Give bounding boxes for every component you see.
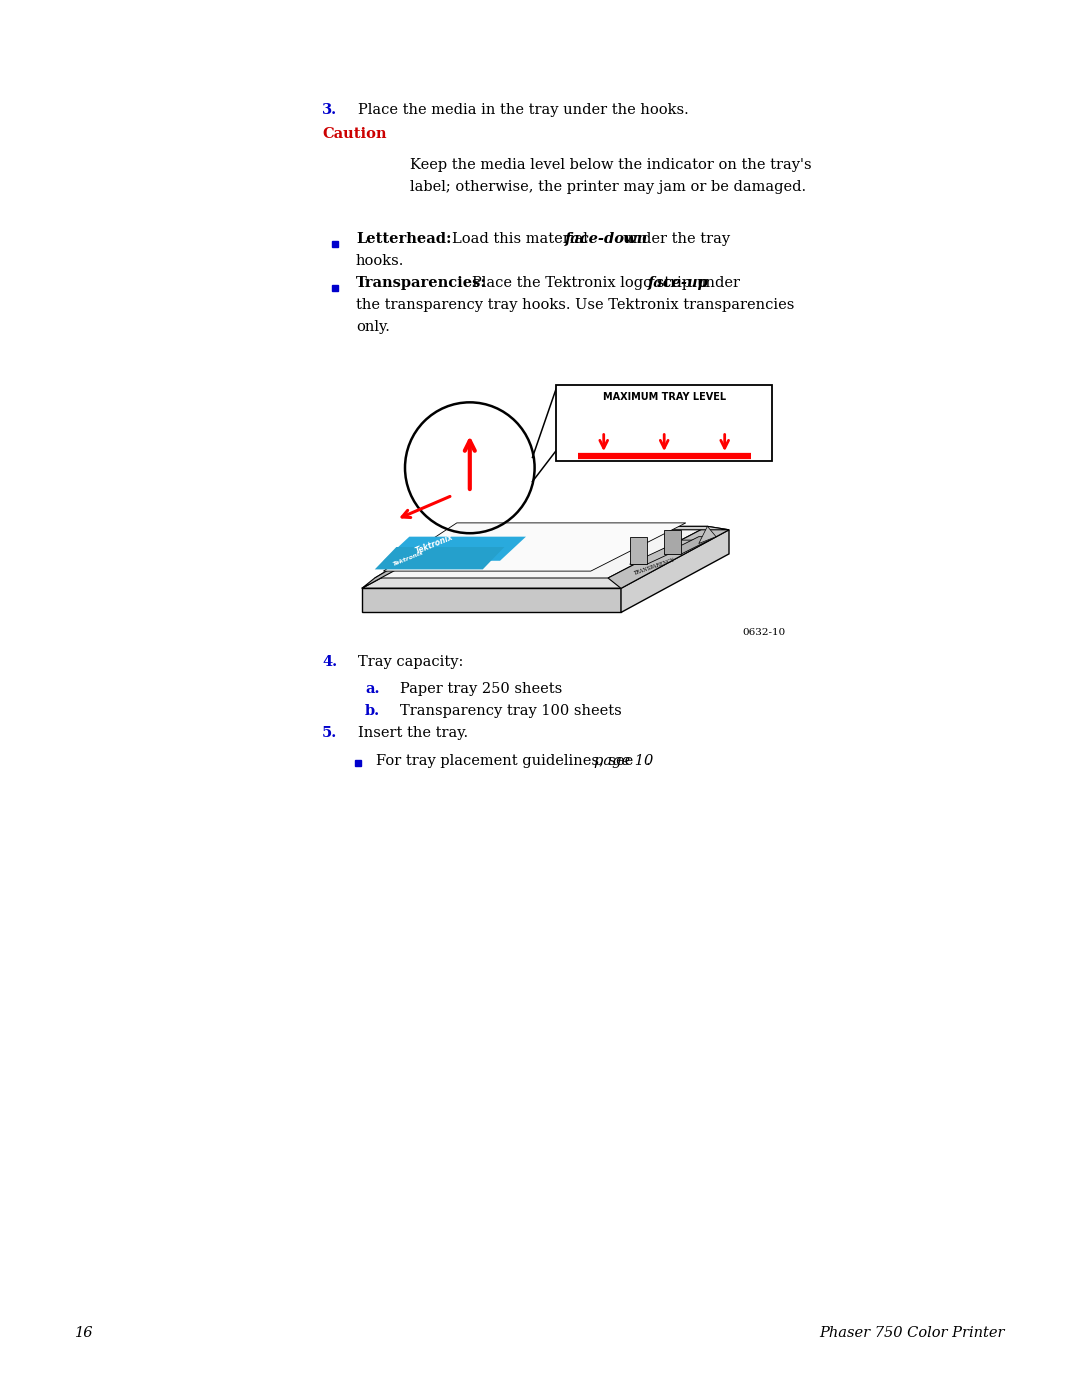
Text: hooks.: hooks.: [356, 254, 404, 268]
Text: 0632-10: 0632-10: [742, 627, 785, 637]
Text: Transparencies:: Transparencies:: [356, 277, 487, 291]
Polygon shape: [362, 588, 621, 612]
Text: only.: only.: [356, 320, 390, 334]
FancyBboxPatch shape: [556, 386, 772, 461]
Text: Insert the tray.: Insert the tray.: [357, 726, 468, 740]
Text: MAXIMUM TRAY LEVEL: MAXIMUM TRAY LEVEL: [603, 393, 726, 402]
Text: face-up: face-up: [648, 277, 708, 291]
Text: face-down: face-down: [565, 232, 648, 246]
Polygon shape: [630, 541, 699, 564]
Text: .: .: [646, 754, 650, 768]
Polygon shape: [375, 527, 707, 578]
Text: TRANSPARENCY: TRANSPARENCY: [634, 557, 676, 577]
Text: under: under: [697, 277, 741, 291]
Polygon shape: [699, 527, 716, 543]
Polygon shape: [621, 529, 729, 612]
Text: 4.: 4.: [322, 655, 337, 669]
Text: Tektronix: Tektronix: [392, 550, 424, 567]
Text: Place the Tektronix logo strip: Place the Tektronix logo strip: [472, 277, 691, 291]
Polygon shape: [630, 536, 647, 564]
Text: Paper tray 250 sheets: Paper tray 250 sheets: [400, 682, 563, 696]
Text: a.: a.: [365, 682, 379, 696]
Polygon shape: [383, 522, 686, 571]
Text: Place the media in the tray under the hooks.: Place the media in the tray under the ho…: [357, 103, 689, 117]
Text: Tray capacity:: Tray capacity:: [357, 655, 463, 669]
Text: Caution: Caution: [322, 127, 387, 141]
Polygon shape: [664, 536, 716, 553]
Text: Transparency tray 100 sheets: Transparency tray 100 sheets: [400, 704, 622, 718]
Polygon shape: [461, 527, 729, 529]
Text: Keep the media level below the indicator on the tray's: Keep the media level below the indicator…: [410, 158, 812, 172]
Polygon shape: [362, 529, 729, 588]
Text: For tray placement guidelines, see: For tray placement guidelines, see: [376, 754, 633, 768]
Text: Phaser 750 Color Printer: Phaser 750 Color Printer: [820, 1326, 1005, 1340]
Text: Load this material: Load this material: [453, 232, 588, 246]
Polygon shape: [383, 536, 526, 560]
Polygon shape: [664, 529, 681, 553]
Text: 16: 16: [75, 1326, 94, 1340]
Polygon shape: [608, 527, 729, 588]
Text: Letterhead:: Letterhead:: [356, 232, 451, 246]
Text: 5.: 5.: [322, 726, 337, 740]
Polygon shape: [375, 548, 504, 570]
Text: page 10: page 10: [594, 754, 653, 768]
Text: label; otherwise, the printer may jam or be damaged.: label; otherwise, the printer may jam or…: [410, 180, 806, 194]
Text: the transparency tray hooks. Use Tektronix transparencies: the transparency tray hooks. Use Tektron…: [356, 298, 795, 312]
Text: Tektronix: Tektronix: [414, 532, 454, 556]
Text: under the tray: under the tray: [623, 232, 730, 246]
Text: b.: b.: [365, 704, 380, 718]
Polygon shape: [362, 527, 470, 588]
Text: 3.: 3.: [322, 103, 337, 117]
